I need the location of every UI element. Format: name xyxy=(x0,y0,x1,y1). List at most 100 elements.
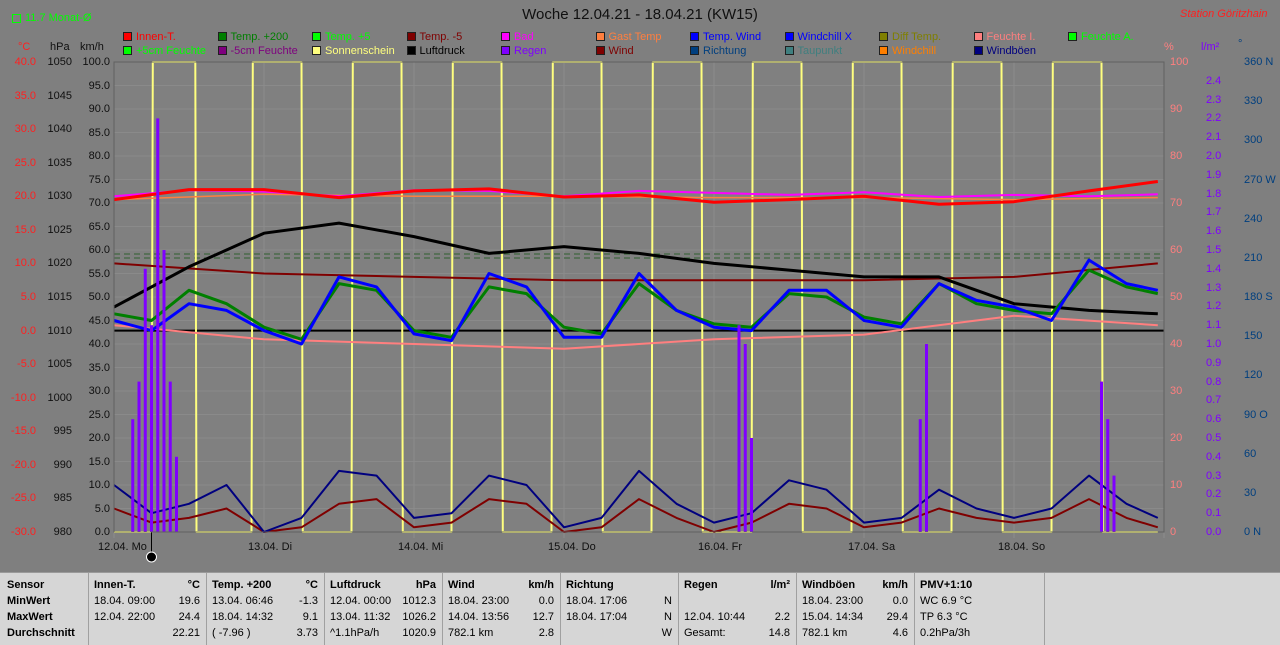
temp-tick: 15.0 xyxy=(14,223,36,236)
legend-item-feuchte-i[interactable]: Feuchte I. xyxy=(973,31,1036,43)
legend-item-windb-en[interactable]: Windböen xyxy=(973,45,1036,57)
legend-label: Windchill xyxy=(892,45,937,57)
legend-item-5cm-feuchte[interactable]: +5cm Feuchte xyxy=(123,45,206,57)
legend-item-taupunkt[interactable]: Taupunkt xyxy=(784,45,842,57)
column-unit: l/m² xyxy=(770,579,790,591)
day-label: 16.04. Fr xyxy=(698,541,743,553)
row-label-sensor: Sensor xyxy=(7,579,45,591)
legend-item-gast-temp[interactable]: Gast Temp xyxy=(595,31,662,43)
wind-tick: 15.0 xyxy=(88,455,110,468)
column-header: Luftdruck xyxy=(330,579,381,591)
cell-value: -1.3 xyxy=(299,595,318,607)
temp-tick: -10.0 xyxy=(10,391,36,404)
legend-swatch xyxy=(879,32,888,41)
rain-tick: 1.8 xyxy=(1206,187,1222,200)
legend-item-temp-wind[interactable]: Temp. Wind xyxy=(690,31,761,43)
legend-label: Temp. +200 xyxy=(230,31,289,43)
legend-item-windchill[interactable]: Windchill xyxy=(879,45,936,57)
wind-tick: 85.0 xyxy=(88,126,110,139)
pressure-tick: 1020 xyxy=(47,257,72,270)
legend-item-wind[interactable]: Wind xyxy=(595,45,634,57)
column-unit: °C xyxy=(187,579,200,591)
cell-value: 1020.9 xyxy=(402,627,436,639)
legend-swatch xyxy=(784,46,794,55)
cell-value: 12.7 xyxy=(532,611,554,623)
cell-value: W xyxy=(661,627,672,639)
cell-date: 18.04. 17:06 xyxy=(566,595,628,607)
legend-swatch xyxy=(123,46,132,55)
cell-value: 4.6 xyxy=(892,627,908,639)
temp-tick: 30.0 xyxy=(14,123,36,136)
rain-tick: 1.4 xyxy=(1206,262,1222,275)
pressure-tick: 995 xyxy=(53,425,72,438)
wind-tick: 20.0 xyxy=(88,432,110,444)
column-header: PMV+1:10 xyxy=(920,579,973,591)
cell-value: 24.4 xyxy=(178,611,200,623)
statistics-table: Sensor MinWert MaxWert Durchschnitt Inne… xyxy=(0,572,1280,645)
legend-item-diff-temp[interactable]: Diff Temp. xyxy=(879,31,941,43)
rain-tick: 2.4 xyxy=(1206,74,1222,87)
legend-item-5cm-feuchte[interactable]: -5cm Feuchte xyxy=(217,45,298,57)
humidity-tick: 100 xyxy=(1170,56,1189,68)
chart-title: Woche 12.04.21 - 18.04.21 (KW15) xyxy=(522,6,758,23)
legend-item-regen[interactable]: Regen xyxy=(501,45,546,57)
legend-item-temp-200[interactable]: Temp. +200 xyxy=(217,31,289,43)
column-unit: °C xyxy=(305,579,318,591)
rain-tick: 0.0 xyxy=(1206,526,1222,538)
legend-label: Regen xyxy=(514,45,547,57)
legend-item-temp-5[interactable]: Temp. -5 xyxy=(406,31,463,43)
legend-label: Feuchte I. xyxy=(986,31,1036,43)
humidity-tick: 10 xyxy=(1170,479,1183,491)
legend-item-feuchte-a[interactable]: Feuchte A. xyxy=(1068,31,1134,43)
monthly-average-label: 11.7 Monat-Ø xyxy=(25,12,92,24)
legend-label: Temp. -5 xyxy=(419,31,463,43)
rain-tick: 1.9 xyxy=(1206,168,1222,181)
cell-value: 19.6 xyxy=(178,595,200,607)
table-column-temp-200: Temp. +200 °C 13.04. 06:46 -1.3 18.04. 14:32… xyxy=(206,573,325,645)
pressure-tick: 1000 xyxy=(47,391,72,404)
pressure-tick: 1035 xyxy=(47,156,72,169)
pressure-tick: 1005 xyxy=(47,358,72,371)
rain-tick: 0.7 xyxy=(1206,394,1222,407)
direction-tick: 60 xyxy=(1244,447,1257,460)
legend-item-sonnenschein[interactable]: Sonnenschein xyxy=(312,45,395,57)
column-unit: km/h xyxy=(528,579,554,591)
checkbox-icon[interactable] xyxy=(12,13,21,23)
cell-value: 14.8 xyxy=(768,627,790,639)
rain-bar xyxy=(743,344,747,532)
cell-value: 2.8 xyxy=(538,627,554,639)
pressure-tick: 990 xyxy=(53,458,72,471)
table-column-regen: Regen l/m² 12.04. 10:44 2.2 Gesamt: 14.8 xyxy=(678,573,797,645)
wind-tick: 100.0 xyxy=(82,56,110,68)
table-column-innen-t: Innen-T. °C 18.04. 09:00 19.6 12.04. 22:00 24… xyxy=(88,573,207,645)
legend-item-innen-t[interactable]: Innen-T. xyxy=(123,31,176,43)
row-label-average: Durchschnitt xyxy=(7,627,75,639)
temp-tick: 40.0 xyxy=(14,56,36,68)
legend-label: Windchill X xyxy=(797,31,852,43)
pressure-tick: 1030 xyxy=(47,190,72,203)
cell-date: 18.04. 14:32 xyxy=(212,611,274,623)
day-label: 12.04. Mo xyxy=(98,541,147,553)
legend-item-luftdruck[interactable]: Luftdruck xyxy=(406,45,465,57)
wind-axis-unit: km/h xyxy=(80,41,104,53)
legend-swatch xyxy=(690,46,699,55)
legend-item-richtung[interactable]: Richtung xyxy=(690,45,746,57)
rain-tick: 0.3 xyxy=(1206,469,1222,482)
series-line-temp-wind xyxy=(113,258,1159,346)
wind-tick: 25.0 xyxy=(88,408,110,421)
cell-date: ^1.1hPa/h xyxy=(330,627,380,639)
wind-tick: 35.0 xyxy=(88,361,110,374)
legend-item-bad[interactable]: Bad xyxy=(501,31,534,43)
wind-tick: 0.0 xyxy=(94,526,110,538)
legend-item-temp-5[interactable]: Temp. +5 xyxy=(312,31,371,43)
legend-label: Richtung xyxy=(703,45,747,57)
series-line-windb-en xyxy=(113,469,1159,533)
legend-item-windchill-x[interactable]: Windchill X xyxy=(784,31,852,43)
temp-tick: 5.0 xyxy=(20,291,36,303)
legend-swatch xyxy=(973,32,983,41)
rain-bar xyxy=(918,419,922,532)
plot-border xyxy=(113,61,1165,533)
rain-bar xyxy=(143,268,147,532)
direction-tick: 0 N xyxy=(1244,526,1262,538)
cell-date: Gesamt: xyxy=(684,627,726,639)
